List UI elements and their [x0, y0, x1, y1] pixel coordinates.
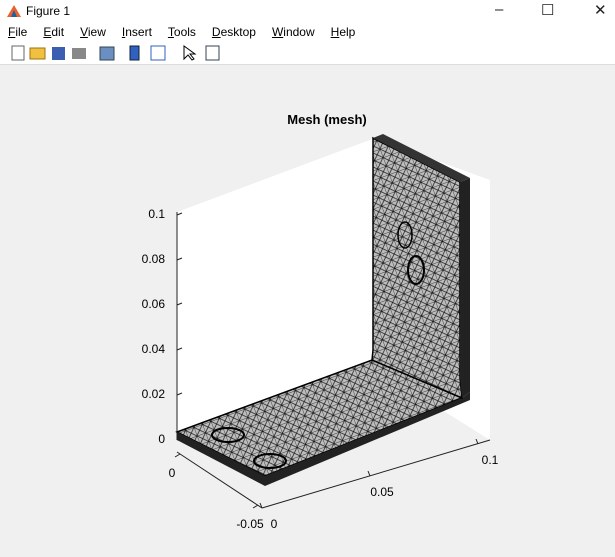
axes-title: Mesh (mesh)	[287, 112, 366, 127]
window-title: Figure 1	[26, 4, 71, 18]
zticks-label: 0.1	[148, 207, 165, 221]
zticks-label: 0.06	[142, 297, 166, 311]
mesh-wall	[371, 136, 463, 400]
menu-item[interactable]: File	[8, 25, 28, 39]
toolbar-icons	[11, 45, 220, 61]
pointer-icon[interactable]	[183, 45, 197, 61]
y-axis	[176, 451, 263, 509]
menu-item[interactable]: Insert	[121, 25, 152, 39]
yticks-tick	[252, 504, 259, 509]
xticks-label: 0	[271, 517, 278, 531]
menu-item[interactable]: Help	[330, 25, 356, 39]
mesh-wall-top	[373, 134, 470, 182]
yticks-label: -0.05	[236, 517, 264, 531]
zticks-tick	[176, 392, 183, 396]
xticks-label: 0.1	[482, 453, 499, 467]
x-axis	[261, 439, 491, 509]
zticks-label: 0.02	[142, 387, 166, 401]
mesh-base-edge	[177, 432, 265, 486]
app-icon	[7, 5, 21, 17]
minimize-button[interactable]: –	[495, 1, 504, 18]
zticks-tick	[176, 437, 183, 441]
menu-item[interactable]: View	[80, 25, 106, 39]
toolbar	[0, 42, 615, 65]
menu-bar: File Edit View Insert Tools Desktop Window Help	[0, 22, 615, 42]
title-bar: Figure 1 – ☐ ✕	[0, 0, 615, 22]
menu-item[interactable]: Tools	[167, 25, 196, 39]
zticks-tick	[176, 302, 183, 306]
new-icon[interactable]	[11, 45, 25, 61]
xticks-tick	[259, 502, 263, 509]
zticks-label: 0.04	[142, 342, 166, 356]
legend-icon[interactable]	[150, 45, 166, 61]
menu-item[interactable]: Window	[271, 25, 315, 39]
close-button[interactable]: ✕	[594, 2, 607, 19]
yticks-label: 0	[169, 466, 176, 480]
zticks-tick	[176, 257, 183, 261]
mesh-wall-edge	[460, 178, 470, 398]
menu-item[interactable]: Edit	[43, 25, 65, 39]
mesh-hole	[253, 453, 287, 469]
open-icon[interactable]	[29, 47, 46, 60]
menu-item[interactable]: Desktop	[211, 25, 256, 39]
print-icon[interactable]	[72, 48, 86, 59]
xticks-label: 0.05	[370, 485, 394, 499]
xticks-tick	[475, 438, 479, 445]
xticks-tick	[367, 470, 371, 477]
zticks-label: 0.08	[142, 252, 166, 266]
yticks-tick	[174, 453, 181, 458]
mesh-hole	[211, 427, 245, 443]
mesh-base-front	[265, 392, 470, 486]
mesh-hole	[407, 255, 425, 285]
plot-area: Mesh (mesh) 0 0.02 0.04 0.06 0.08 0.1 -0.05 0 0 0…	[142, 112, 499, 531]
save-icon[interactable]	[52, 47, 65, 60]
maximize-button[interactable]: ☐	[541, 2, 555, 19]
zticks-tick	[176, 347, 183, 351]
colorbar-icon[interactable]	[129, 45, 140, 61]
panel-icon[interactable]	[205, 45, 220, 61]
link-icon[interactable]	[99, 46, 115, 61]
zticks-tick	[176, 212, 183, 216]
zticks-label: 0	[158, 432, 165, 446]
mesh-hole	[397, 221, 413, 249]
